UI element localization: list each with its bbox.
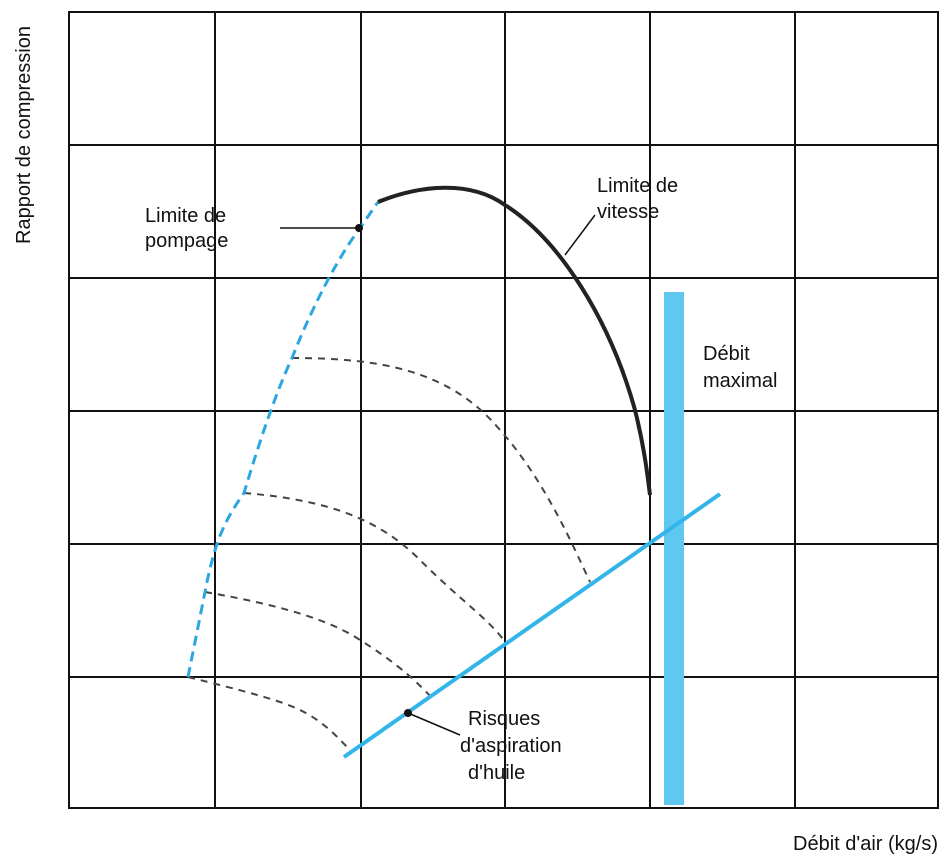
speed-line-4 bbox=[187, 676, 351, 751]
y-axis-label: Rapport de compression bbox=[13, 26, 35, 244]
oil-risk-label-line1: Risques bbox=[468, 708, 540, 730]
speed-limit-line bbox=[377, 185, 652, 496]
grid bbox=[68, 11, 939, 809]
surge-limit-label-line1: Limite de bbox=[145, 205, 226, 227]
speed-limit-label-line1: Limite de bbox=[597, 175, 678, 197]
oil-risk-label-line2: d'aspiration bbox=[460, 735, 562, 757]
surge-point-dot bbox=[355, 224, 363, 232]
speed-lines bbox=[187, 357, 591, 751]
x-axis-label: Débit d'air (kg/s) bbox=[793, 833, 938, 855]
speed-line-1 bbox=[291, 357, 591, 583]
max-flow-label-line1: Débit bbox=[703, 343, 750, 365]
max-flow-label-line2: maximal bbox=[703, 370, 777, 392]
surge-limit-label-line2: pompage bbox=[145, 230, 228, 252]
oil-risk-label-line3: d'huile bbox=[468, 762, 525, 784]
speed-limit-label-line2: vitesse bbox=[597, 201, 659, 223]
oil-risk-dot bbox=[404, 709, 412, 717]
annotation-leaders bbox=[280, 214, 596, 736]
max-flow-bar bbox=[664, 292, 684, 805]
surge-limit-line bbox=[186, 201, 380, 678]
speed-line-3 bbox=[204, 591, 433, 699]
speed-line-2 bbox=[243, 492, 506, 643]
